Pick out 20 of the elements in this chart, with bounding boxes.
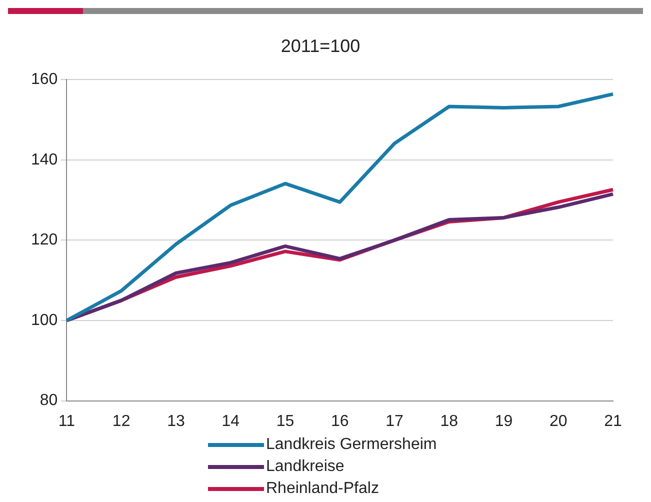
x-tick-label: 11 <box>58 412 76 430</box>
x-tick-label: 20 <box>549 412 568 430</box>
legend-label: Rheinland-Pfalz <box>266 480 379 498</box>
x-tick-label: 17 <box>386 412 404 430</box>
x-tick-label: 14 <box>222 412 240 430</box>
x-tick-label: 15 <box>276 412 294 430</box>
y-tick-label: 120 <box>30 232 58 249</box>
x-tick-label: 12 <box>112 412 130 430</box>
x-tick-label: 19 <box>494 412 513 430</box>
y-tick-label: 160 <box>30 71 58 88</box>
chart-title: 2011=100 <box>280 36 360 56</box>
x-tick-label: 18 <box>440 412 458 430</box>
y-tick-label: 100 <box>30 312 58 329</box>
y-tick-label: 80 <box>40 392 58 410</box>
x-tick-label: 16 <box>330 412 349 430</box>
legend-label: Landkreis Germersheim <box>266 436 437 454</box>
x-tick-label: 13 <box>167 412 185 430</box>
x-tick-label: 21 <box>604 412 622 430</box>
y-tick-label: 140 <box>30 151 58 168</box>
legend-label: Landkreise <box>266 458 344 476</box>
